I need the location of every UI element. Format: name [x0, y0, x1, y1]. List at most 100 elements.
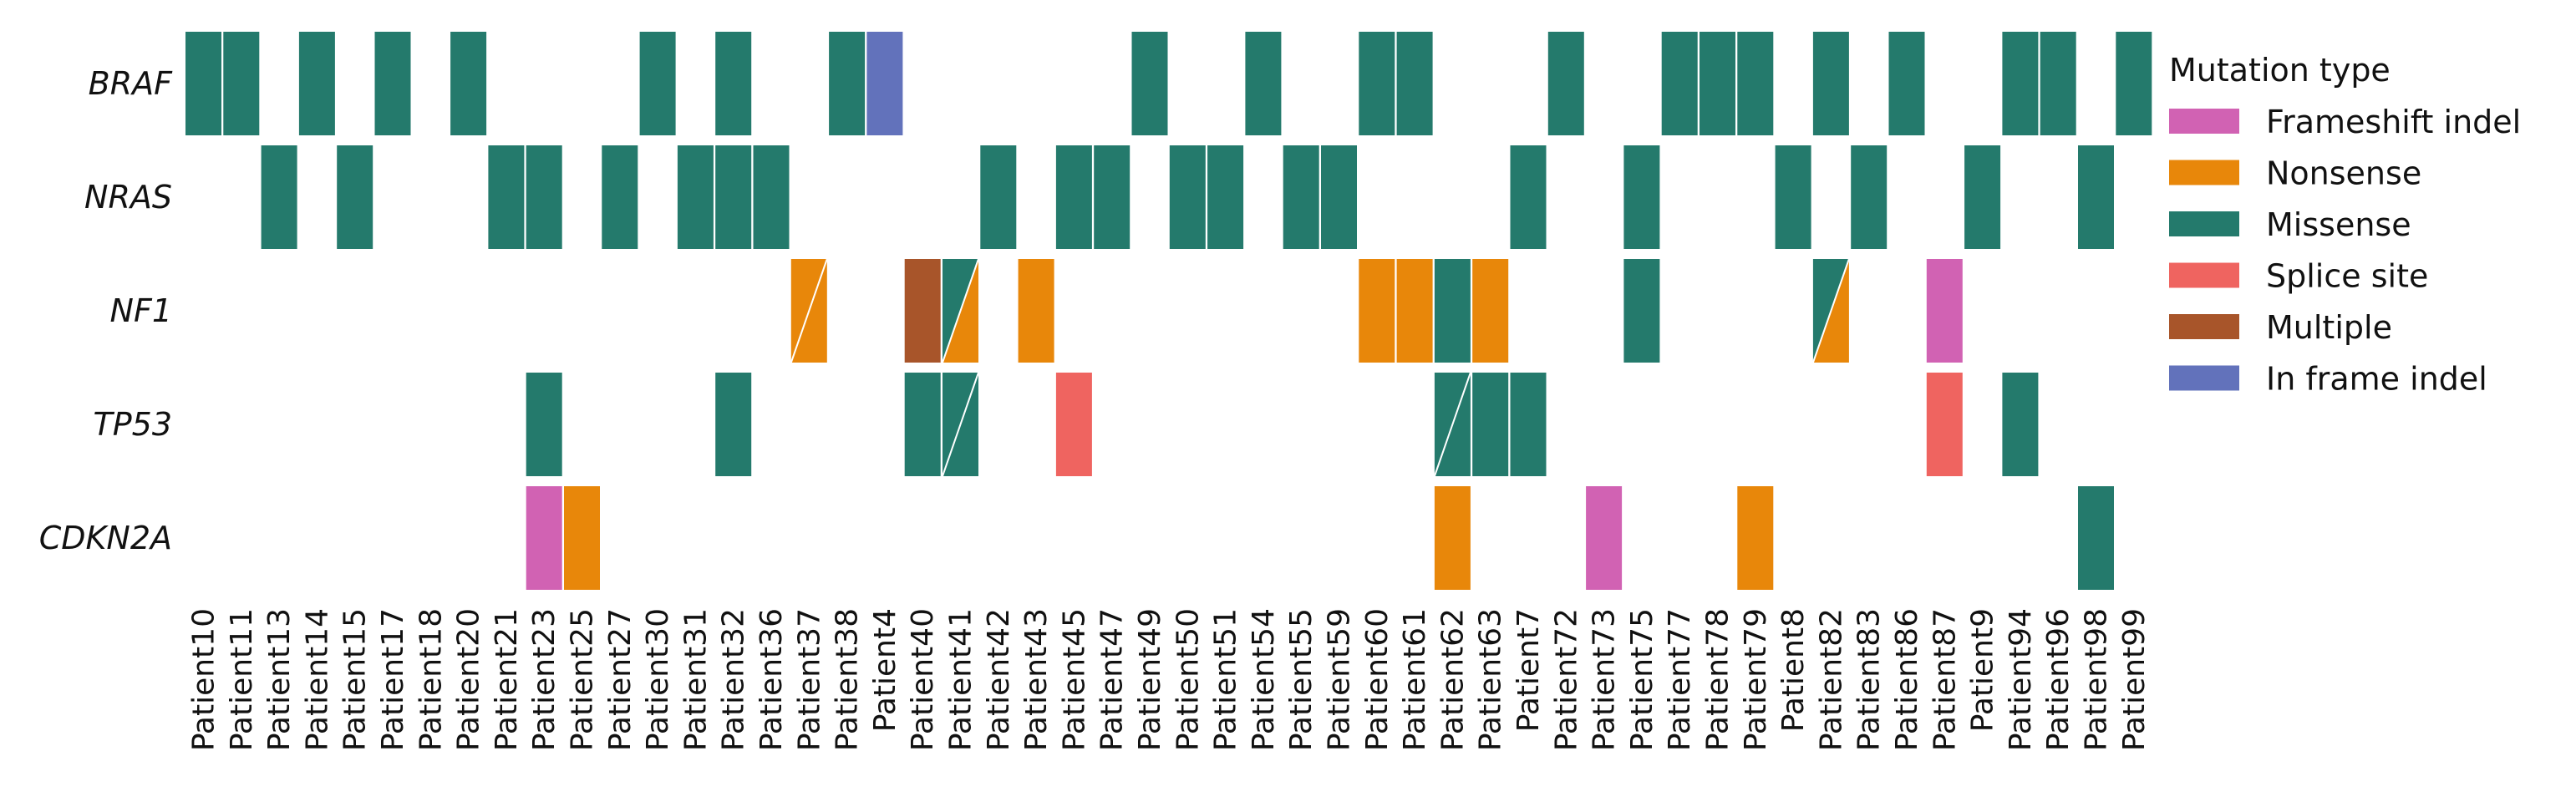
cell-cdkn2a-patient25 — [564, 486, 600, 590]
cell-nf1-patient75 — [1623, 259, 1660, 363]
cell-nras-patient47 — [1094, 145, 1130, 249]
tick-label-patient99: Patient99 — [2117, 608, 2152, 751]
tick-label-patient54: Patient54 — [1247, 608, 1281, 751]
cell-braf-patient14 — [298, 32, 335, 135]
cell-nf1-patient87 — [1926, 259, 1963, 363]
cell-tp53-patient23 — [526, 373, 562, 476]
cell-nras-patient45 — [1055, 145, 1092, 249]
tick-label-patient77: Patient77 — [1663, 608, 1697, 751]
tick-label-patient40: Patient40 — [906, 608, 940, 751]
cell-braf-patient82 — [1812, 32, 1849, 135]
legend-swatch-nonsense — [2169, 160, 2239, 185]
tick-label-patient38: Patient38 — [831, 608, 865, 751]
cell-nras-patient27 — [602, 145, 638, 249]
tick-label-patient18: Patient18 — [414, 608, 448, 751]
tick-label-patient51: Patient51 — [1209, 608, 1243, 751]
legend-label-missense: Missense — [2266, 206, 2411, 243]
tick-label-patient32: Patient32 — [717, 608, 751, 751]
legend-label-multiple: Multiple — [2266, 309, 2392, 346]
tick-label-patient45: Patient45 — [1057, 608, 1091, 751]
cell-nras-patient15 — [337, 145, 373, 249]
tick-label-patient10: Patient10 — [187, 608, 221, 751]
legend-swatch-multiple — [2169, 314, 2239, 339]
tick-label-patient63: Patient63 — [1474, 608, 1508, 751]
cell-cdkn2a-patient73 — [1586, 486, 1623, 590]
tick-label-patient96: Patient96 — [2041, 608, 2076, 751]
cell-nras-patient7 — [1510, 145, 1547, 249]
tick-label-patient37: Patient37 — [792, 608, 826, 751]
legend-swatch-frameshift-indel — [2169, 109, 2239, 134]
cell-tp53-patient63 — [1472, 373, 1509, 476]
tick-label-patient7: Patient7 — [1512, 608, 1546, 732]
legend-label-nonsense: Nonsense — [2266, 155, 2421, 192]
cell-nras-patient50 — [1169, 145, 1206, 249]
cell-braf-patient79 — [1737, 32, 1774, 135]
tick-label-patient30: Patient30 — [641, 608, 675, 751]
cell-nras-patient59 — [1321, 145, 1357, 249]
cell-braf-patient99 — [2116, 32, 2152, 135]
cell-nras-patient83 — [1851, 145, 1888, 249]
tick-label-patient94: Patient94 — [2004, 608, 2038, 751]
tick-label-patient82: Patient82 — [1814, 608, 1848, 751]
tick-label-patient42: Patient42 — [982, 608, 1016, 751]
cell-braf-patient11 — [223, 32, 260, 135]
legend-label-splice-site: Splice site — [2266, 258, 2428, 295]
legend-swatch-in-frame-indel — [2169, 365, 2239, 391]
tick-label-patient8: Patient8 — [1776, 608, 1811, 732]
cell-braf-patient17 — [374, 32, 411, 135]
cell-nras-patient23 — [526, 145, 562, 249]
cell-nras-patient31 — [677, 145, 714, 249]
tick-label-patient4: Patient4 — [868, 608, 902, 732]
cell-braf-patient49 — [1131, 32, 1168, 135]
tick-label-patient61: Patient61 — [1398, 608, 1432, 751]
cell-braf-patient77 — [1661, 32, 1698, 135]
cell-nf1-patient82 — [1811, 258, 1850, 363]
cell-nf1-patient41-divider — [942, 258, 979, 363]
cell-braf-patient54 — [1245, 32, 1282, 135]
tick-label-patient17: Patient17 — [376, 608, 410, 751]
tick-label-patient9: Patient9 — [1966, 608, 2000, 732]
cell-nras-patient9 — [1964, 145, 2001, 249]
cell-braf-patient96 — [2040, 32, 2076, 135]
tick-label-patient49: Patient49 — [1133, 608, 1167, 751]
cell-nf1-patient41 — [942, 258, 979, 363]
cell-tp53-patient41 — [942, 372, 979, 477]
tick-label-patient13: Patient13 — [262, 608, 297, 751]
cell-cdkn2a-patient98 — [2078, 486, 2114, 590]
tick-label-patient41: Patient41 — [944, 608, 978, 751]
tick-label-patient59: Patient59 — [1323, 608, 1357, 751]
cell-nf1-patient60 — [1359, 259, 1395, 363]
cell-nras-patient13 — [261, 145, 297, 249]
cell-braf-patient20 — [450, 32, 487, 135]
tick-label-patient20: Patient20 — [452, 608, 486, 751]
cell-tp53-patient32 — [715, 373, 752, 476]
tick-label-patient14: Patient14 — [300, 608, 334, 751]
cell-nras-patient98 — [2078, 145, 2114, 249]
cell-nras-patient8 — [1775, 145, 1811, 249]
cell-braf-patient4 — [866, 32, 903, 135]
gene-label-cdkn2a: CDKN2A — [39, 520, 172, 556]
legend: Mutation type Frameshift indel Nonsense Mi… — [2169, 52, 2521, 398]
legend-swatch-splice-site — [2169, 262, 2239, 288]
cell-tp53-patient45 — [1055, 373, 1092, 476]
cell-braf-patient60 — [1359, 32, 1395, 135]
tick-label-patient47: Patient47 — [1095, 608, 1130, 751]
cell-braf-patient61 — [1396, 32, 1433, 135]
tick-label-patient50: Patient50 — [1171, 608, 1205, 751]
legend-label-frameshift-indel: Frameshift indel — [2266, 104, 2521, 140]
tick-label-patient83: Patient83 — [1852, 608, 1887, 751]
legend-items: Frameshift indel Nonsense Missense Splice s… — [2169, 104, 2521, 398]
legend-swatch-missense — [2169, 211, 2239, 236]
cell-tp53-patient94 — [2002, 373, 2039, 476]
cell-nf1-patient43 — [1018, 259, 1054, 363]
tick-label-patient55: Patient55 — [1284, 608, 1318, 751]
tick-label-patient43: Patient43 — [1019, 608, 1054, 751]
tick-label-patient87: Patient87 — [1928, 608, 1962, 751]
patient-labels: Patient10 Patient11 Patient13 Patient14 Pati… — [187, 608, 2152, 751]
tick-label-patient73: Patient73 — [1588, 608, 1622, 751]
tick-label-patient62: Patient62 — [1435, 608, 1470, 751]
tick-label-patient60: Patient60 — [1360, 608, 1395, 751]
tick-label-patient27: Patient27 — [603, 608, 638, 751]
cell-nras-patient75 — [1623, 145, 1660, 249]
